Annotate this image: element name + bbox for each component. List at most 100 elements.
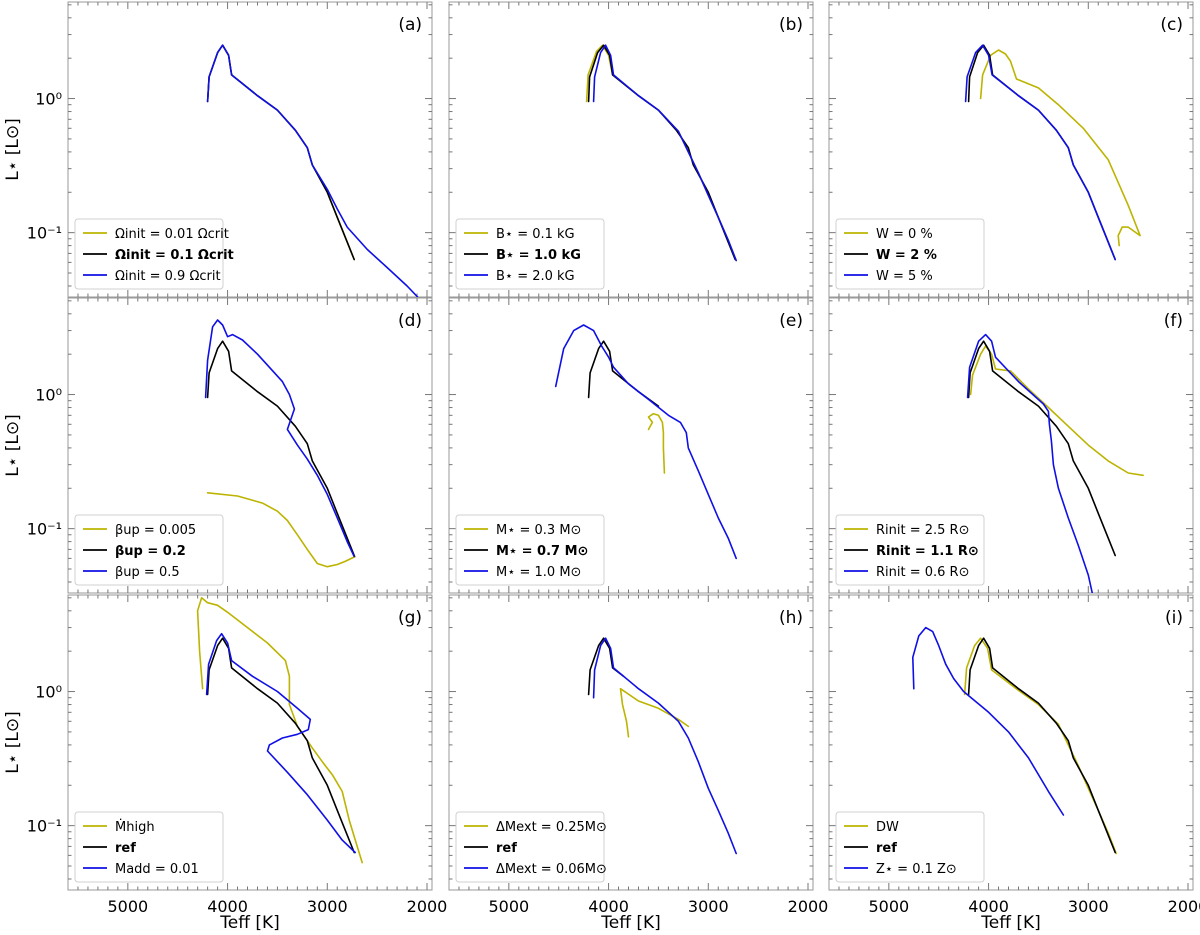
series-line-1: [196, 596, 364, 864]
y-tick-label: 10⁻¹: [27, 224, 62, 243]
y-tick-label: 10⁰: [35, 683, 62, 702]
legend: W = 0 % W = 2 % W = 5 %: [835, 218, 985, 290]
legend: M⋆ = 0.3 M⊙ M⋆ = 0.7 M⊙ M⋆ = 1.0 M⊙: [455, 514, 605, 586]
panel-i: 5000 4000 3000 2000 Teff [K] (i) DW ref Z⋆ = 0.1…: [828, 594, 1200, 933]
series-line-3: [911, 626, 1065, 816]
panel-label: (f): [1164, 311, 1183, 331]
legend-box: [74, 514, 224, 586]
x-tick-label: 4000: [207, 897, 248, 916]
legend-box: [455, 811, 605, 883]
series-line-2: [587, 637, 625, 696]
x-tick-label: 4000: [968, 897, 1009, 916]
series-line-2: [206, 340, 356, 557]
panel-label: (c): [1160, 15, 1183, 35]
legend: βup = 0.005 βup = 0.2 βup = 0.5: [74, 514, 224, 586]
series-line-1: [206, 491, 357, 568]
legend-box: [835, 514, 985, 586]
axes-frame: [448, 297, 814, 594]
panel-label: (e): [779, 311, 803, 331]
series-line-1: [206, 44, 356, 261]
legend-label: Ṁhigh: [115, 819, 155, 835]
series-line-3: [964, 44, 1116, 261]
panel-e: (e) M⋆ = 0.3 M⊙ M⋆ = 0.7 M⊙ M⋆ = 1.0 M⊙: [448, 297, 814, 594]
legend-label: M⋆ = 0.3 M⊙: [496, 523, 581, 538]
legend-label: W = 5 %: [876, 269, 933, 284]
series-line-2: [206, 44, 356, 261]
series-line-2: [587, 340, 660, 407]
series-line-3: [592, 44, 738, 262]
x-axis-label: Teff [K]: [980, 913, 1040, 933]
x-tick-label: 3000: [307, 897, 348, 916]
legend-box: [835, 811, 985, 883]
panel-label: (h): [779, 608, 803, 628]
series-line-3: [592, 637, 738, 855]
series-group: [966, 333, 1144, 593]
x-tick-label: 2000: [407, 897, 448, 916]
y-tick-label: 10⁰: [35, 90, 62, 109]
legend-label: W = 0 %: [876, 227, 933, 242]
legend-box: [455, 218, 605, 290]
y-tick-label: 10⁰: [35, 386, 62, 405]
x-tick-label: 4000: [588, 897, 629, 916]
series-group: [554, 324, 738, 560]
legend-box: [835, 218, 985, 290]
x-tick-label: 2000: [1168, 897, 1200, 916]
legend-label: ref: [115, 841, 136, 856]
legend: DW ref Z⋆ = 0.1 Z⊙: [835, 811, 985, 883]
series-line-3: [204, 319, 356, 558]
legend-label: Rinit = 2.5 R⊙: [876, 523, 969, 538]
legend-label: ΔMext = 0.06M⊙: [496, 862, 607, 877]
y-axis-label: L⋆ [L⊙]: [3, 118, 23, 181]
legend: ΔMext = 0.25M⊙ ref ΔMext = 0.06M⊙: [455, 811, 607, 883]
legend-label: B⋆ = 2.0 kG: [496, 269, 575, 284]
series-group: [964, 44, 1141, 261]
legend-label: Z⋆ = 0.1 Z⊙: [876, 862, 957, 877]
series-line-3: [966, 333, 1094, 593]
series-line-1: [647, 412, 666, 474]
legend: Ṁhigh ref Madd = 0.01: [74, 811, 224, 883]
series-group: [196, 596, 364, 864]
series-group: [204, 319, 357, 568]
x-tick-label: 3000: [688, 897, 729, 916]
axes-frame: [448, 1, 814, 298]
x-axis-label: Teff [K]: [219, 913, 279, 933]
panel-label: (g): [398, 608, 422, 628]
panel-label: (i): [1165, 608, 1183, 628]
panel-f: (f) Rinit = 2.5 R⊙ Rinit = 1.1 R⊙ Rinit = 0…: [828, 297, 1194, 594]
legend: Rinit = 2.5 R⊙ Rinit = 1.1 R⊙ Rinit = 0.6 …: [835, 514, 985, 586]
series-line-2: [967, 340, 1116, 557]
panel-b: (b) B⋆ = 0.1 kG B⋆ = 1.0 kG B⋆ = 2.0 kG: [448, 1, 814, 298]
legend-label: Ωinit = 0.01 Ωcrit: [115, 227, 229, 242]
legend-label: M⋆ = 1.0 M⊙: [496, 565, 581, 580]
series-line-2: [206, 637, 356, 854]
x-tick-label: 5000: [868, 897, 909, 916]
panel-c: (c) W = 0 % W = 2 % W = 5 %: [828, 1, 1194, 298]
series-line-2: [587, 44, 737, 261]
series-line-2: [967, 637, 1116, 854]
axes-frame: [448, 594, 814, 891]
y-axis-label: L⋆ [L⊙]: [3, 711, 23, 774]
series-line-3: [554, 324, 738, 560]
axes-frame: [828, 594, 1194, 891]
series-line-1: [969, 345, 1144, 477]
series-line-1: [585, 44, 738, 262]
legend: B⋆ = 0.1 kG B⋆ = 1.0 kG B⋆ = 2.0 kG: [455, 218, 605, 290]
series-group: [911, 626, 1117, 855]
panel-g: 10⁰ 10⁻¹ L⋆ [L⊙] 5000 4000 3000 2000 Teff [K] (g…: [3, 594, 448, 933]
x-tick-label: 5000: [488, 897, 529, 916]
series-line-1: [619, 687, 690, 738]
legend: Ωinit = 0.01 Ωcrit Ωinit = 0.1 Ωcrit Ωinit…: [74, 218, 234, 290]
legend-label: DW: [876, 820, 899, 835]
panel-label: (d): [398, 311, 422, 331]
axes-frame: [67, 297, 433, 594]
legend-label: βup = 0.005: [115, 523, 196, 538]
legend-box: [74, 218, 224, 290]
axes-frame: [67, 1, 433, 298]
x-tick-label: 2000: [788, 897, 829, 916]
legend-label: ref: [496, 841, 517, 856]
series-group: [587, 637, 738, 855]
panel-label: (b): [779, 15, 803, 35]
